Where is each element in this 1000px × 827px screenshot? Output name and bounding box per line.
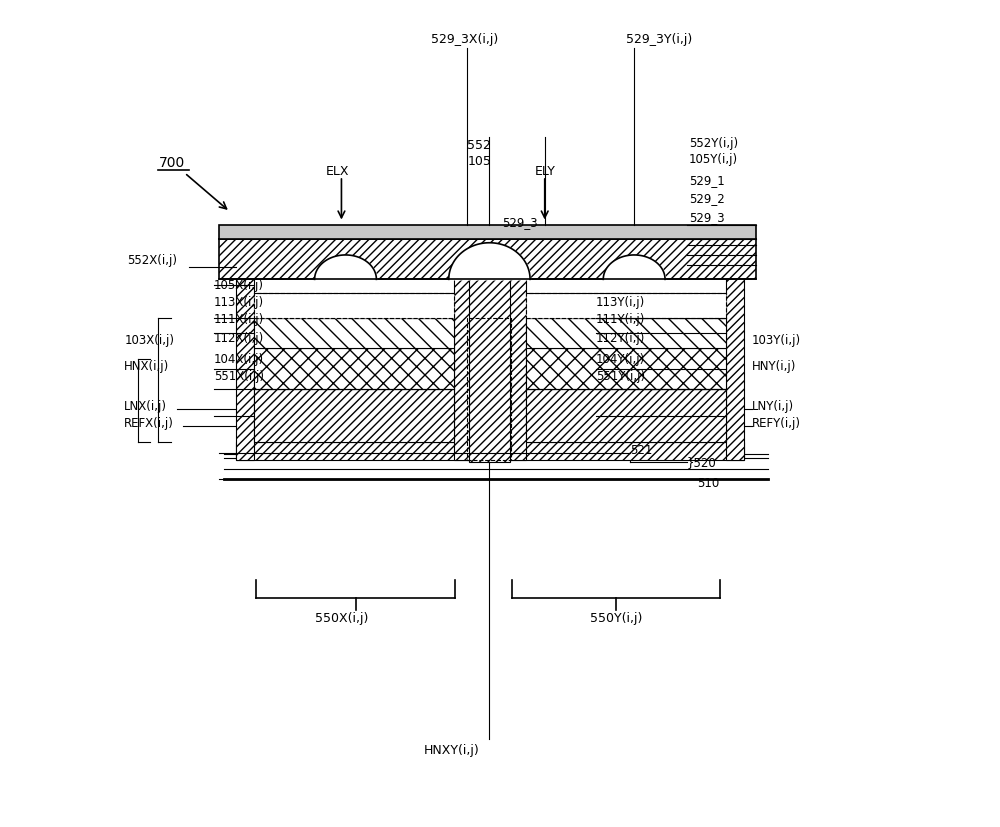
Bar — [254, 390, 454, 442]
Text: ELX: ELX — [326, 165, 349, 178]
Bar — [236, 275, 254, 460]
Bar — [454, 275, 472, 460]
Text: }520: }520 — [687, 456, 717, 469]
Text: 529_3X(i,j): 529_3X(i,j) — [431, 33, 498, 46]
Text: 105X(i,j): 105X(i,j) — [214, 279, 264, 292]
Text: REFY(i,j): REFY(i,j) — [752, 417, 801, 430]
Text: 550Y(i,j): 550Y(i,j) — [590, 612, 642, 625]
Text: 112X(i,j): 112X(i,j) — [214, 332, 264, 345]
Bar — [508, 442, 744, 460]
Text: 105Y(i,j): 105Y(i,j) — [689, 153, 738, 166]
Bar — [219, 239, 756, 280]
Text: 111Y(i,j): 111Y(i,j) — [596, 313, 645, 327]
Text: 521: 521 — [630, 443, 652, 457]
Bar — [469, 251, 510, 462]
Bar — [467, 318, 511, 460]
Bar — [508, 275, 526, 460]
Bar — [526, 390, 726, 442]
Bar — [236, 442, 472, 460]
Text: 529_3: 529_3 — [689, 211, 724, 224]
Bar — [726, 275, 744, 460]
Text: 113X(i,j): 113X(i,j) — [214, 296, 264, 309]
Text: 112Y(i,j): 112Y(i,j) — [596, 332, 645, 345]
Text: 552Y(i,j): 552Y(i,j) — [689, 137, 738, 150]
Text: 103Y(i,j): 103Y(i,j) — [752, 334, 801, 347]
Bar — [526, 348, 726, 390]
Bar — [526, 293, 726, 318]
Text: 529_1: 529_1 — [689, 174, 724, 187]
Text: 550X(i,j): 550X(i,j) — [315, 612, 368, 625]
Text: 104Y(i,j): 104Y(i,j) — [596, 352, 645, 366]
Text: 552X(i,j): 552X(i,j) — [128, 254, 178, 267]
Text: LNY(i,j): LNY(i,j) — [752, 400, 794, 414]
Bar — [254, 318, 454, 348]
Text: ELY: ELY — [534, 165, 555, 178]
Text: 529_2: 529_2 — [689, 193, 724, 205]
Text: 551X(i,j): 551X(i,j) — [214, 370, 264, 383]
Text: HNY(i,j): HNY(i,j) — [752, 360, 796, 373]
Text: 529_3: 529_3 — [502, 216, 537, 229]
Text: 551Y(i,j): 551Y(i,j) — [596, 370, 645, 383]
Bar — [219, 225, 756, 239]
Text: 700: 700 — [158, 156, 185, 170]
Bar — [526, 318, 726, 348]
Text: 105: 105 — [467, 155, 491, 168]
Text: 113Y(i,j): 113Y(i,j) — [596, 296, 645, 309]
Text: HNX(i,j): HNX(i,j) — [124, 360, 170, 373]
Bar — [254, 293, 454, 318]
Text: 111X(i,j): 111X(i,j) — [214, 313, 264, 327]
Text: 103X(i,j): 103X(i,j) — [124, 334, 174, 347]
Text: 529_3Y(i,j): 529_3Y(i,j) — [626, 33, 692, 46]
Text: 552: 552 — [467, 139, 491, 151]
Bar — [254, 348, 454, 390]
Text: 510: 510 — [697, 477, 719, 490]
Text: 104X(i,j): 104X(i,j) — [214, 352, 264, 366]
Text: LNX(i,j): LNX(i,j) — [124, 400, 167, 414]
Text: REFX(i,j): REFX(i,j) — [124, 417, 174, 430]
Text: HNXY(i,j): HNXY(i,j) — [423, 744, 479, 758]
